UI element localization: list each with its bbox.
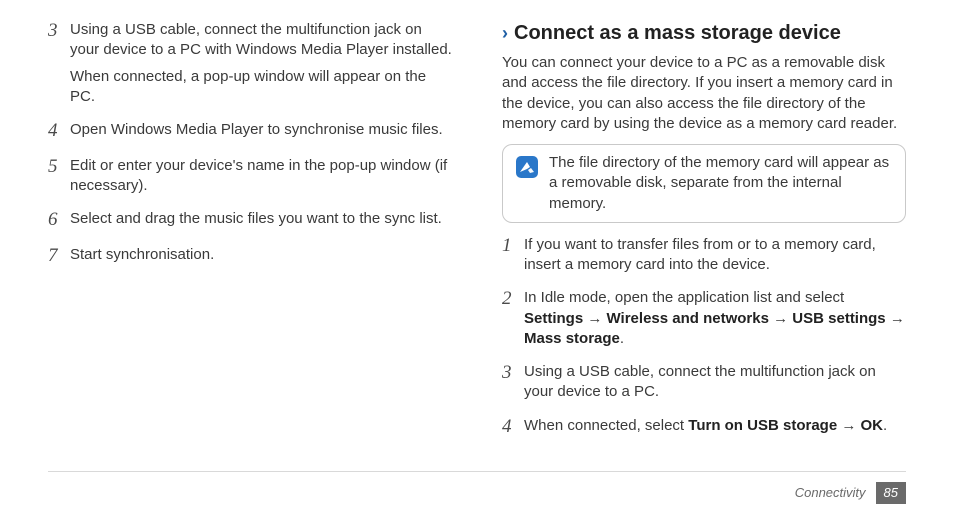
step-text: Start synchronisation. — [70, 245, 452, 265]
step-item: 4Open Windows Media Player to synchronis… — [48, 120, 452, 143]
footer-page-number: 85 — [876, 482, 906, 504]
step-text: Using a USB cable, connect the multifunc… — [524, 362, 906, 403]
step-body: In Idle mode, open the application list … — [524, 288, 906, 349]
page-footer: Connectivity 85 — [795, 482, 906, 504]
step-text: Open Windows Media Player to synchronise… — [70, 120, 452, 140]
step-number: 3 — [502, 362, 524, 403]
step-number: 1 — [502, 235, 524, 276]
step-number: 4 — [502, 416, 524, 439]
step-item: 6Select and drag the music files you wan… — [48, 209, 452, 232]
step-body: Open Windows Media Player to synchronise… — [70, 120, 452, 143]
section-heading-text: Connect as a mass storage device — [514, 20, 841, 47]
note-text: The file directory of the memory card wi… — [549, 153, 893, 214]
step-item: 5Edit or enter your device's name in the… — [48, 156, 452, 197]
step-item: 4When connected, select Turn on USB stor… — [502, 416, 906, 439]
step-number: 6 — [48, 209, 70, 232]
step-body: Using a USB cable, connect the multifunc… — [70, 20, 452, 107]
right-column: › Connect as a mass storage device You c… — [502, 20, 906, 451]
step-item: 3Using a USB cable, connect the multifun… — [48, 20, 452, 107]
step-item: 2In Idle mode, open the application list… — [502, 288, 906, 349]
left-column: 3Using a USB cable, connect the multifun… — [48, 20, 452, 451]
step-body: Using a USB cable, connect the multifunc… — [524, 362, 906, 403]
chevron-icon: › — [502, 21, 508, 45]
step-number: 3 — [48, 20, 70, 107]
step-item: 7Start synchronisation. — [48, 245, 452, 268]
step-text: Select and drag the music files you want… — [70, 209, 452, 229]
step-number: 7 — [48, 245, 70, 268]
step-number: 4 — [48, 120, 70, 143]
step-text: Edit or enter your device's name in the … — [70, 156, 452, 197]
footer-section-label: Connectivity — [795, 484, 866, 502]
step-item: 3Using a USB cable, connect the multifun… — [502, 362, 906, 403]
step-text: If you want to transfer files from or to… — [524, 235, 906, 276]
step-body: Start synchronisation. — [70, 245, 452, 268]
step-number: 5 — [48, 156, 70, 197]
step-number: 2 — [502, 288, 524, 349]
section-intro: You can connect your device to a PC as a… — [502, 53, 906, 134]
step-item: 1If you want to transfer files from or t… — [502, 235, 906, 276]
step-body: When connected, select Turn on USB stora… — [524, 416, 906, 439]
step-body: Edit or enter your device's name in the … — [70, 156, 452, 197]
step-text: When connected, a pop-up window will app… — [70, 67, 452, 108]
step-text: Using a USB cable, connect the multifunc… — [70, 20, 452, 61]
section-heading: › Connect as a mass storage device — [502, 20, 906, 47]
footer-divider — [48, 471, 906, 472]
step-text: When connected, select Turn on USB stora… — [524, 416, 906, 436]
step-text: In Idle mode, open the application list … — [524, 288, 906, 349]
note-box: The file directory of the memory card wi… — [502, 144, 906, 223]
step-body: If you want to transfer files from or to… — [524, 235, 906, 276]
step-body: Select and drag the music files you want… — [70, 209, 452, 232]
note-icon — [515, 155, 539, 179]
